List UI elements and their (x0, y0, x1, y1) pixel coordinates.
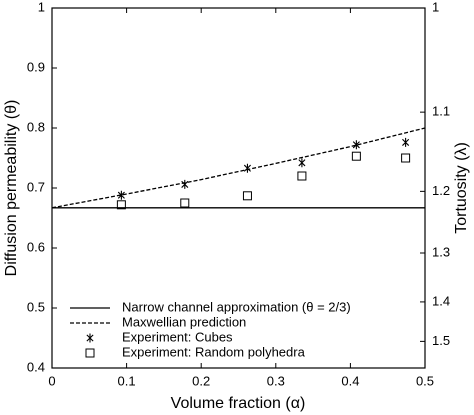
data-point (351, 151, 361, 161)
x-axis-title: Volume fraction (α) (171, 395, 306, 412)
y2-tick-label: 1.4 (432, 293, 450, 308)
legend-label: Experiment: Cubes (122, 329, 233, 344)
legend-marker (86, 333, 94, 343)
y2-tick-label: 1 (432, 0, 439, 14)
y-tick-label: 0.8 (27, 119, 45, 134)
data-point (401, 153, 411, 163)
legend-label: Narrow channel approximation (θ = 2/3) (122, 299, 351, 314)
legend-label: Experiment: Random polyhedra (122, 344, 306, 359)
y2-axis-title: Tortuosity (λ) (453, 142, 470, 234)
y-tick-label: 0.4 (27, 359, 45, 374)
y-axis-title: Diffusion permeability (θ) (3, 100, 20, 277)
data-point (181, 179, 189, 189)
y-tick-label: 1 (38, 0, 45, 14)
x-tick-label: 0 (48, 373, 55, 388)
y-tick-label: 0.9 (27, 59, 45, 74)
x-tick-label: 0.4 (341, 373, 359, 388)
y2-tick-label: 1.3 (432, 244, 450, 259)
data-point (352, 140, 360, 150)
legend-label: Maxwellian prediction (122, 314, 246, 329)
series-line (51, 127, 426, 209)
y-tick-label: 0.7 (27, 179, 45, 194)
data-point (117, 190, 125, 200)
data-point (242, 191, 252, 201)
y2-tick-label: 1.5 (432, 333, 450, 348)
data-point (402, 137, 410, 147)
y-tick-label: 0.6 (27, 239, 45, 254)
x-tick-label: 0.3 (267, 373, 285, 388)
x-tick-label: 0.2 (192, 373, 210, 388)
data-point (298, 158, 306, 168)
y2-tick-label: 1.2 (432, 183, 450, 198)
y2-tick-label: 1.1 (432, 104, 450, 119)
data-point (297, 171, 307, 181)
data-point (180, 198, 190, 208)
legend-marker (85, 348, 95, 358)
data-point (243, 163, 251, 173)
y-tick-label: 0.5 (27, 299, 45, 314)
x-tick-label: 0.1 (118, 373, 136, 388)
x-tick-label: 0.5 (416, 373, 434, 388)
data-point (116, 200, 126, 210)
